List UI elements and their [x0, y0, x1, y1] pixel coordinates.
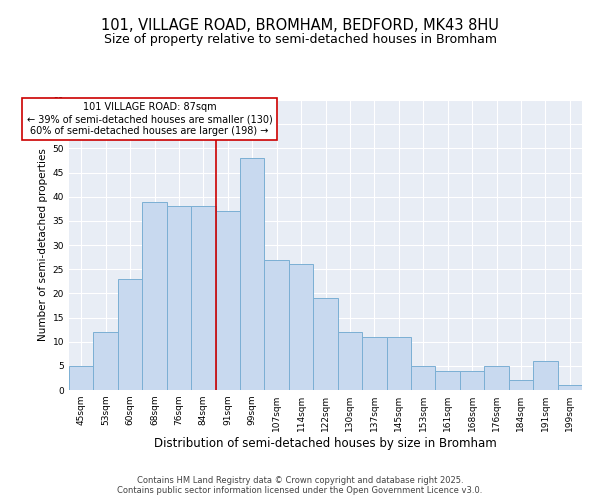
Bar — [533, 361, 557, 390]
Bar — [386, 337, 411, 390]
Text: Size of property relative to semi-detached houses in Bromham: Size of property relative to semi-detach… — [104, 32, 497, 46]
Bar — [94, 332, 118, 390]
Bar — [142, 202, 167, 390]
Bar — [118, 279, 142, 390]
Bar — [289, 264, 313, 390]
Bar — [557, 385, 582, 390]
Bar — [436, 370, 460, 390]
Bar — [509, 380, 533, 390]
Bar — [484, 366, 509, 390]
Bar — [362, 337, 386, 390]
Bar — [69, 366, 94, 390]
Bar — [240, 158, 265, 390]
Text: Contains HM Land Registry data © Crown copyright and database right 2025.
Contai: Contains HM Land Registry data © Crown c… — [118, 476, 482, 495]
Bar — [265, 260, 289, 390]
Bar — [411, 366, 436, 390]
Bar — [460, 370, 484, 390]
Y-axis label: Number of semi-detached properties: Number of semi-detached properties — [38, 148, 49, 342]
Bar — [191, 206, 215, 390]
Text: 101, VILLAGE ROAD, BROMHAM, BEDFORD, MK43 8HU: 101, VILLAGE ROAD, BROMHAM, BEDFORD, MK4… — [101, 18, 499, 32]
Bar — [338, 332, 362, 390]
Bar — [215, 211, 240, 390]
Text: 101 VILLAGE ROAD: 87sqm
← 39% of semi-detached houses are smaller (130)
60% of s: 101 VILLAGE ROAD: 87sqm ← 39% of semi-de… — [27, 102, 272, 136]
X-axis label: Distribution of semi-detached houses by size in Bromham: Distribution of semi-detached houses by … — [154, 437, 497, 450]
Bar — [167, 206, 191, 390]
Bar — [313, 298, 338, 390]
